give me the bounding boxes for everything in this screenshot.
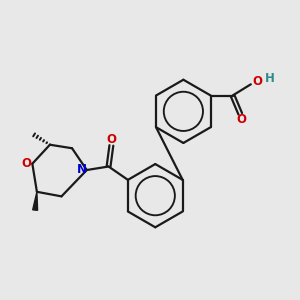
- Text: O: O: [236, 113, 246, 126]
- Text: O: O: [252, 75, 262, 88]
- Text: O: O: [21, 157, 32, 170]
- Text: O: O: [106, 133, 116, 146]
- Text: H: H: [265, 72, 275, 85]
- Text: N: N: [77, 163, 87, 176]
- Polygon shape: [33, 192, 38, 210]
